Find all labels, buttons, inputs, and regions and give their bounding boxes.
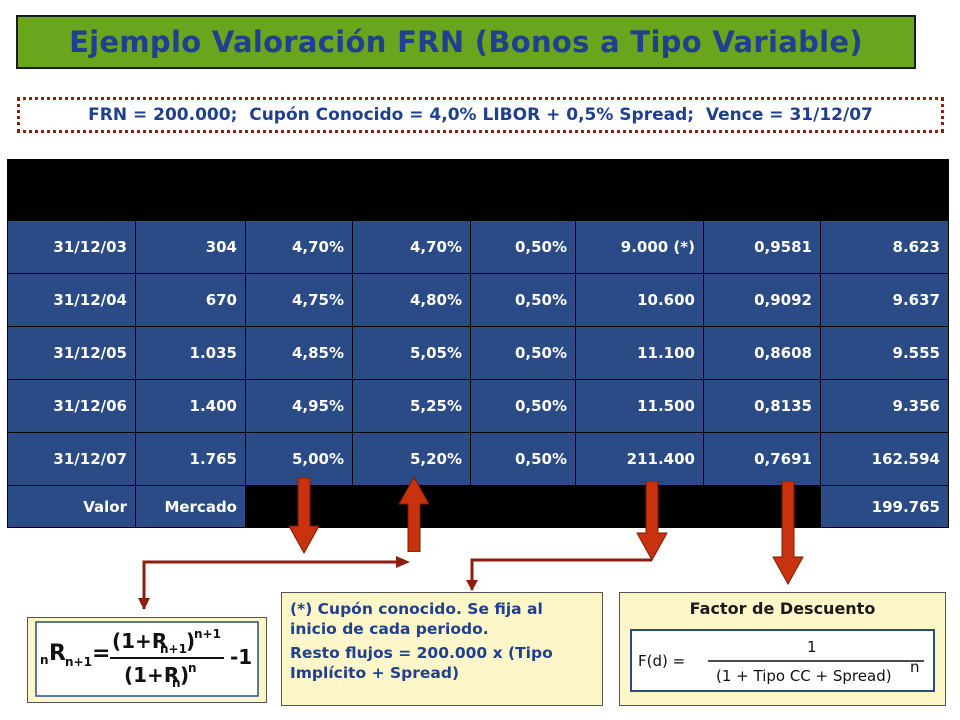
table-cell: 0,8608: [703, 326, 821, 380]
header-cell: [820, 159, 949, 221]
table-cell: 9.000 (*): [575, 220, 704, 274]
table-cell: 9.356: [820, 379, 949, 433]
table-cell: 304: [135, 220, 246, 274]
page-title: Ejemplo Valoración FRN (Bonos a Tipo Var…: [69, 25, 863, 59]
market-value-total: 199.765: [820, 485, 949, 528]
market-value-label: Mercado: [135, 485, 246, 528]
factor-numerator: 1: [807, 638, 817, 656]
table-cell: 0,50%: [470, 273, 576, 327]
table-cell: 1.400: [135, 379, 246, 433]
arrow-down-icon: [636, 481, 668, 561]
formula-num-close: ): [186, 629, 195, 653]
discount-factor-box: Factor de Descuento F(d) = 1 (1 + Tipo C…: [619, 592, 946, 706]
table-row: 31/12/06 1.400 4,95% 5,25% 0,50% 11.500 …: [7, 379, 949, 433]
header-cell: [7, 159, 136, 221]
table-row: 31/12/03 304 4,70% 4,70% 0,50% 9.000 (*)…: [7, 220, 949, 274]
connector-arrow-icon: [466, 558, 652, 591]
table-cell: 31/12/07: [7, 432, 136, 486]
header-cell: [575, 159, 704, 221]
table-cell: 0,50%: [470, 379, 576, 433]
formula-lhs-pre: n: [40, 653, 49, 667]
table-cell: 4,70%: [352, 220, 471, 274]
header-cell: [245, 159, 353, 221]
table-cell: 8.623: [820, 220, 949, 274]
table-cell: 162.594: [820, 432, 949, 486]
table-cell: 5,00%: [245, 432, 353, 486]
header-cell: [352, 159, 471, 221]
table-cell: 0,50%: [470, 220, 576, 274]
blank-cell: [470, 485, 576, 528]
table-row: 31/12/04 670 4,75% 4,80% 0,50% 10.600 0,…: [7, 273, 949, 327]
header-cell: [470, 159, 576, 221]
blank-cell: [703, 485, 821, 528]
bond-terms-box: FRN = 200.000; Cupón Conocido = 4,0% LIB…: [17, 97, 944, 133]
factor-formula-drawing: F(d) = 1 (1 + Tipo CC + Spread) n: [638, 638, 924, 685]
table-cell: 9.555: [820, 326, 949, 380]
table-cell: 31/12/06: [7, 379, 136, 433]
formula-equals: =: [92, 641, 110, 666]
formula-den-close: ): [180, 663, 189, 687]
valuation-table: 31/12/03 304 4,70% 4,70% 0,50% 9.000 (*)…: [7, 159, 949, 528]
table-cell: 5,25%: [352, 379, 471, 433]
arrow-up-icon: [398, 476, 430, 552]
coupon-note-line: (*) Cupón conocido. Se fija al inicio de…: [290, 600, 543, 638]
factor-denominator: (1 + Tipo CC + Spread): [716, 667, 892, 685]
formula-den-base: (1+R: [124, 663, 179, 687]
market-value-row: Valor Mercado 199.765: [7, 485, 949, 528]
discount-factor-title: Factor de Descuento: [689, 599, 876, 618]
table-row: 31/12/07 1.765 5,00% 5,20% 0,50% 211.400…: [7, 432, 949, 486]
table-cell: 0,8135: [703, 379, 821, 433]
header-cell: [135, 159, 246, 221]
table-cell: 31/12/04: [7, 273, 136, 327]
arrow-down-icon: [288, 478, 320, 554]
bond-terms-text: FRN = 200.000; Cupón Conocido = 4,0% LIB…: [88, 105, 873, 125]
table-cell: 670: [135, 273, 246, 327]
table-cell: 0,50%: [470, 326, 576, 380]
table-cell: 0,9092: [703, 273, 821, 327]
table-cell: 1.035: [135, 326, 246, 380]
table-row: 31/12/05 1.035 4,85% 5,05% 0,50% 11.100 …: [7, 326, 949, 380]
formula-num-sub: n+1: [160, 642, 187, 656]
table-cell: 5,05%: [352, 326, 471, 380]
blank-cell: [575, 485, 704, 528]
table-cell: 31/12/03: [7, 220, 136, 274]
table-cell: 0,50%: [470, 432, 576, 486]
table-cell: 211.400: [575, 432, 704, 486]
factor-lhs: F(d) =: [638, 652, 685, 670]
formula-num-exp: n+1: [194, 627, 221, 641]
market-value-label: Valor: [7, 485, 136, 528]
table-cell: 11.100: [575, 326, 704, 380]
arrow-down-icon: [772, 481, 804, 585]
table-cell: 0,9581: [703, 220, 821, 274]
header-cell: [703, 159, 821, 221]
implied-rate-formula: n R n+1 = (1+R n+1 ) n+1 (1+R n ) n -1: [27, 617, 267, 703]
table-cell: 4,85%: [245, 326, 353, 380]
discount-factor-formula: F(d) = 1 (1 + Tipo CC + Spread) n: [630, 629, 935, 692]
formula-drawing: n R n+1 = (1+R n+1 ) n+1 (1+R n ) n -1: [35, 621, 259, 697]
formula-den-sub: n: [172, 676, 181, 690]
formula-num-base: (1+R: [112, 629, 167, 653]
formula-tail: -1: [230, 645, 252, 669]
table-cell: 4,80%: [352, 273, 471, 327]
factor-exponent: n: [910, 658, 920, 676]
cashflow-note-line: Resto flujos = 200.000 x (Tipo Implícito…: [290, 644, 553, 682]
table-cell: 11.500: [575, 379, 704, 433]
table-cell: 4,95%: [245, 379, 353, 433]
connector-arrow-icon: [138, 556, 410, 610]
title-banner: Ejemplo Valoración FRN (Bonos a Tipo Var…: [16, 15, 916, 69]
formula-lhs-main: R: [49, 641, 66, 666]
formula-den-exp: n: [188, 661, 197, 675]
table-cell: 1.765: [135, 432, 246, 486]
table-header-row: [7, 159, 949, 221]
table-cell: 10.600: [575, 273, 704, 327]
formula-lhs-sub: n+1: [65, 655, 92, 669]
table-cell: 4,70%: [245, 220, 353, 274]
coupon-note-box: (*) Cupón conocido. Se fija al inicio de…: [281, 592, 603, 706]
table-cell: 4,75%: [245, 273, 353, 327]
table-cell: 0,7691: [703, 432, 821, 486]
table-cell: 31/12/05: [7, 326, 136, 380]
table-cell: 9.637: [820, 273, 949, 327]
